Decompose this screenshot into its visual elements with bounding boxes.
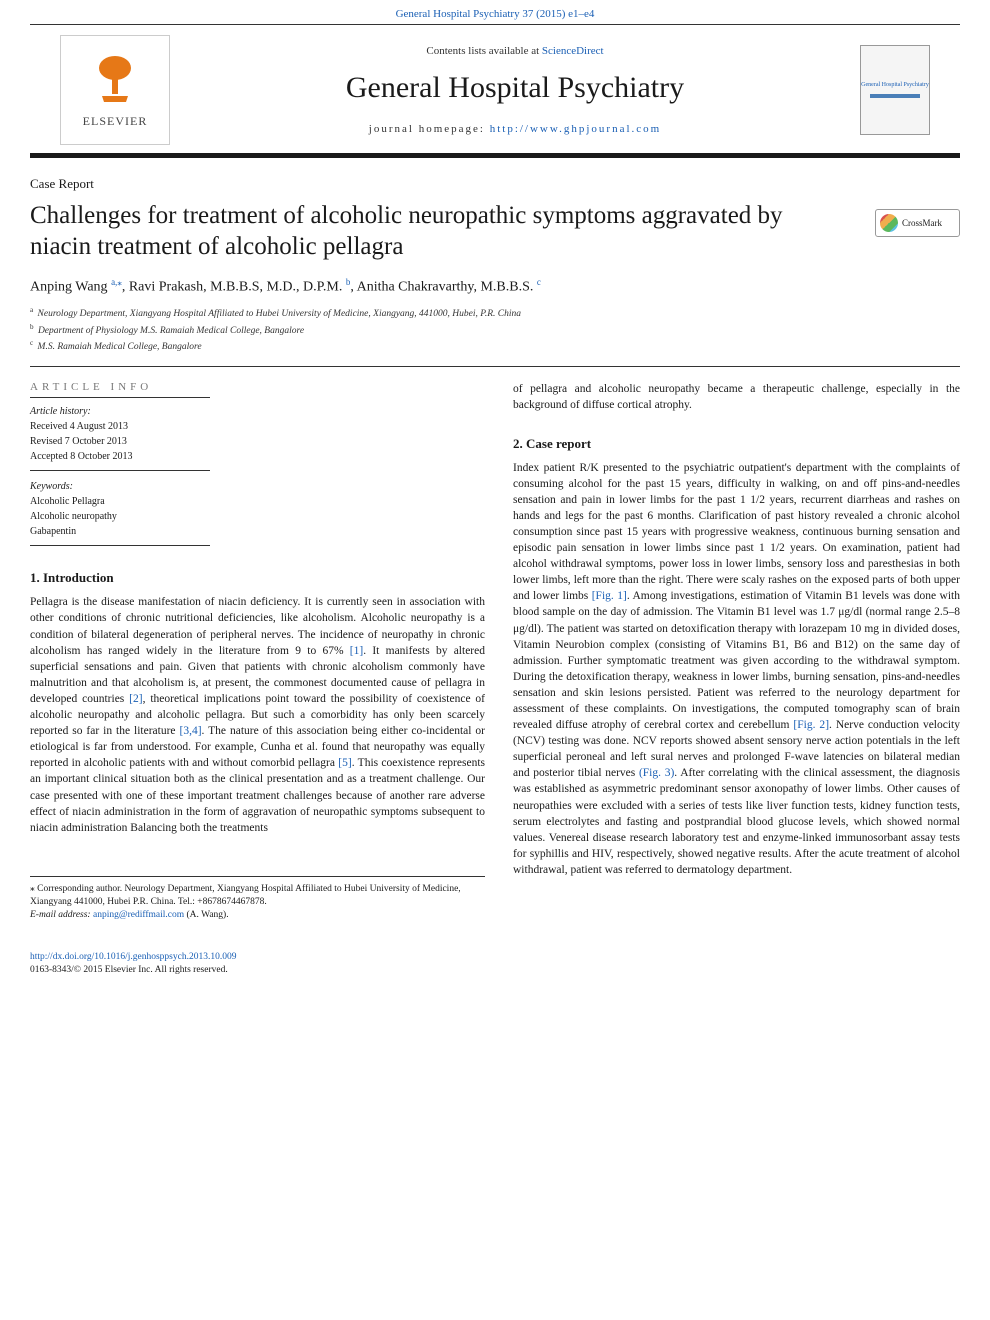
right-column: of pellagra and alcoholic neuropathy bec… [513,381,960,922]
introduction-heading: 1. Introduction [30,570,485,586]
footer: http://dx.doi.org/10.1016/j.genhosppsych… [0,943,990,998]
journal-reference-link[interactable]: General Hospital Psychiatry 37 (2015) e1… [396,8,595,20]
copyright-line: 0163-8343/© 2015 Elsevier Inc. All right… [30,964,960,977]
article-history-block: Article history: Received 4 August 2013 … [30,404,210,471]
article-info-header: article info [30,381,210,398]
author-sep-1: , [122,279,129,294]
journal-homepage-link[interactable]: http://www.ghpjournal.com [490,123,662,135]
revised-line: Revised 7 October 2013 [30,434,210,449]
elsevier-tree-icon [86,52,144,110]
sciencedirect-link[interactable]: ScienceDirect [542,45,604,57]
affiliation-b-text: Department of Physiology M.S. Ramaiah Me… [38,326,304,336]
journal-cover-title: General Hospital Psychiatry [861,82,929,88]
corresponding-text-line: ⁎ Corresponding author. Neurology Depart… [30,883,485,910]
journal-homepage-line: journal homepage: http://www.ghpjournal.… [190,123,840,135]
contents-list-line: Contents lists available at ScienceDirec… [190,45,840,57]
article-history-label: Article history: [30,404,210,419]
affiliation-c-text: M.S. Ramaiah Medical College, Bangalore [38,342,202,352]
corr-text: Corresponding author. Neurology Departme… [30,884,461,907]
intro-continuation: of pellagra and alcoholic neuropathy bec… [513,381,960,413]
author-3-aff-link[interactable]: c [537,277,541,287]
introduction-body: Pellagra is the disease manifestation of… [30,594,485,835]
header-body-rule [30,366,960,367]
affiliation-a: a Neurology Department, Xiangyang Hospit… [30,305,960,321]
elsevier-wordmark: ELSEVIER [83,114,148,129]
masthead: ELSEVIER Contents lists available at Sci… [30,25,960,158]
case-report-heading: 2. Case report [513,436,960,452]
keywords-block: Keywords: Alcoholic Pellagra Alcoholic n… [30,479,210,546]
article-header: Case Report Challenges for treatment of … [0,158,990,354]
received-line: Received 4 August 2013 [30,419,210,434]
journal-homepage-prefix: journal homepage: [369,123,490,135]
article-title: Challenges for treatment of alcoholic ne… [30,200,830,263]
author-3-name: Anitha Chakravarthy, M.B.B.S. [357,279,537,294]
journal-reference: General Hospital Psychiatry 37 (2015) e1… [0,0,990,24]
email-label: E-mail address: [30,910,93,920]
crossmark-icon [880,214,898,232]
journal-cover-bar-icon [870,94,920,98]
keyword-3: Gabapentin [30,524,210,539]
corresponding-email-line: E-mail address: anping@rediffmail.com (A… [30,909,485,922]
article-type-label: Case Report [30,176,960,192]
journal-cover-thumbnail[interactable]: General Hospital Psychiatry [860,45,930,135]
journal-title: General Hospital Psychiatry [190,71,840,105]
keyword-1: Alcoholic Pellagra [30,494,210,509]
case-report-body: Index patient R/K presented to the psych… [513,460,960,878]
corresponding-author-block: ⁎ Corresponding author. Neurology Depart… [30,876,485,923]
masthead-center: Contents lists available at ScienceDirec… [170,45,860,135]
affiliations: a Neurology Department, Xiangyang Hospit… [30,305,960,354]
corr-star: ⁎ [30,884,35,894]
author-2-name: Ravi Prakash, M.B.B.S, M.D., D.P.M. [129,279,346,294]
two-column-body: article info Article history: Received 4… [0,381,990,942]
corr-email-link[interactable]: anping@rediffmail.com [93,910,184,920]
crossmark-badge[interactable]: CrossMark [875,209,960,237]
accepted-line: Accepted 8 October 2013 [30,449,210,464]
doi-link[interactable]: http://dx.doi.org/10.1016/j.genhosppsych… [30,952,236,962]
keyword-2: Alcoholic neuropathy [30,509,210,524]
affiliation-b: b Department of Physiology M.S. Ramaiah … [30,322,960,338]
email-suffix: (A. Wang). [184,910,228,920]
affiliation-a-text: Neurology Department, Xiangyang Hospital… [38,309,521,319]
case-text: Index patient R/K presented to the psych… [513,462,960,876]
left-column: article info Article history: Received 4… [30,381,485,922]
author-1-name: Anping Wang [30,279,111,294]
affiliation-c: c M.S. Ramaiah Medical College, Bangalor… [30,338,960,354]
intro-text: Pellagra is the disease manifestation of… [30,596,485,833]
crossmark-label: CrossMark [902,218,942,228]
elsevier-logo[interactable]: ELSEVIER [60,35,170,145]
keywords-label: Keywords: [30,479,210,494]
contents-list-prefix: Contents lists available at [426,45,541,57]
authors-line: Anping Wang a,⁎, Ravi Prakash, M.B.B.S, … [30,277,960,296]
